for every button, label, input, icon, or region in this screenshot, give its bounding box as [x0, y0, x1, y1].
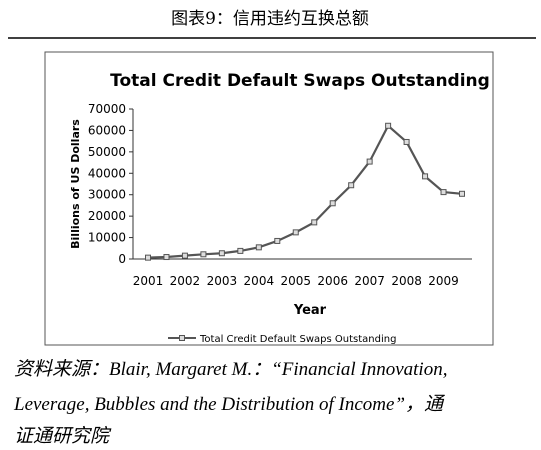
data-point	[440, 189, 447, 196]
y-axis-label: Billions of US Dollars	[69, 119, 82, 249]
y-tick-label: 70000	[88, 102, 126, 116]
x-tick-label: 2005	[280, 274, 311, 288]
data-point	[348, 182, 355, 189]
data-point	[292, 229, 299, 236]
source-line: 资料来源：Blair, Margaret M.：“Financial Innov…	[14, 359, 447, 380]
source-line: 证通研究院	[14, 425, 112, 447]
data-point	[200, 251, 207, 258]
x-tick-label: 2009	[428, 274, 459, 288]
data-point	[218, 250, 225, 257]
data-point	[311, 219, 318, 226]
data-point	[181, 252, 188, 259]
series-line	[147, 124, 463, 259]
data-point	[145, 254, 151, 261]
y-tick-label: 20000	[88, 209, 126, 223]
header-title: 图表9：信用违约互换总额	[171, 9, 369, 29]
x-tick-label: 2007	[354, 274, 385, 288]
y-tick-label: 30000	[88, 188, 126, 202]
data-point	[459, 190, 465, 197]
y-tick-label: 60000	[88, 123, 126, 137]
y-tick-label: 50000	[88, 145, 126, 159]
y-tick-label: 40000	[88, 166, 126, 180]
x-tick-label: 2004	[244, 274, 275, 288]
data-point	[385, 122, 392, 129]
x-tick-label: 2002	[170, 274, 201, 288]
data-point	[366, 158, 373, 165]
x-tick-label: 2008	[391, 274, 422, 288]
data-point	[163, 254, 170, 261]
data-point	[329, 200, 336, 207]
y-tick-label: 10000	[88, 231, 126, 245]
x-tick-label: 2006	[317, 274, 348, 288]
data-point	[237, 247, 244, 254]
legend-marker	[179, 335, 185, 341]
data-point	[403, 138, 410, 145]
data-point	[422, 173, 429, 180]
x-tick-label: 2001	[133, 274, 164, 288]
legend-label: Total Credit Default Swaps Outstanding	[199, 334, 396, 345]
y-tick-label: 0	[118, 252, 126, 266]
data-point	[255, 244, 262, 251]
chart-title: Total Credit Default Swaps Outstanding	[110, 71, 490, 91]
data-point	[274, 237, 281, 244]
x-axis-label: Year	[293, 303, 327, 318]
chart-frame	[44, 51, 494, 346]
source-line: Leverage, Bubbles and the Distribution o…	[13, 394, 446, 415]
x-tick-label: 2003	[207, 274, 238, 288]
